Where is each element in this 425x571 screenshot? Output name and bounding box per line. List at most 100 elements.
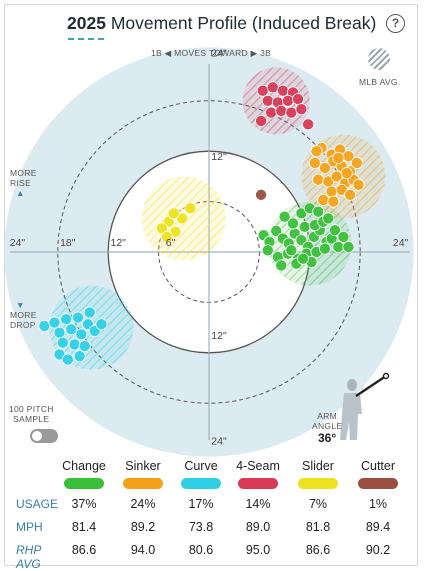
tick-label-left-24: 24" xyxy=(10,237,26,249)
point-curve xyxy=(48,316,61,329)
point-4-seam xyxy=(281,94,294,107)
direction-3b: 3B xyxy=(260,48,272,58)
arm-angle-line2: ANGLE xyxy=(312,421,343,431)
point-slider xyxy=(184,202,197,215)
row-label-0: USAGE xyxy=(16,497,59,511)
more-rise-line2: RISE xyxy=(10,178,32,188)
point-change xyxy=(285,244,298,257)
point-curve xyxy=(56,336,69,349)
cell-2-1: 94.0 xyxy=(130,543,156,557)
more-drop-line2: DROP xyxy=(10,320,36,330)
cell-0-2: 17% xyxy=(188,497,214,511)
tick-label-right-24: 24" xyxy=(393,237,409,249)
point-change xyxy=(312,205,325,218)
point-sinker xyxy=(327,195,340,208)
point-curve xyxy=(61,353,74,366)
point-change xyxy=(332,240,345,253)
tick-label-top-12: 12" xyxy=(211,151,227,163)
point-curve xyxy=(78,340,91,353)
point-curve xyxy=(65,323,78,336)
point-change xyxy=(328,224,341,237)
point-curve xyxy=(75,328,88,341)
pitch-color-pill-sinker xyxy=(123,478,163,489)
sample-toggle[interactable] xyxy=(30,429,58,443)
point-4-seam xyxy=(265,106,278,119)
cell-1-1: 89.2 xyxy=(130,520,156,534)
cell-0-4: 7% xyxy=(308,497,328,511)
point-4-seam xyxy=(295,103,308,116)
point-sinker xyxy=(352,178,365,191)
point-curve xyxy=(73,350,86,363)
pitch-color-pill-change xyxy=(64,478,104,489)
cell-0-0: 37% xyxy=(71,497,97,511)
arm-angle-value: 36° xyxy=(318,431,337,445)
tick-label-bottom-24: 24" xyxy=(211,436,227,448)
point-curve xyxy=(68,338,81,351)
point-change xyxy=(342,240,355,253)
point-sinker xyxy=(350,156,363,169)
arm-angle-label: ARM ANGLE xyxy=(312,411,342,431)
point-4-seam xyxy=(302,118,315,131)
point-4-seam xyxy=(255,114,268,127)
point-change xyxy=(318,242,331,255)
arm-angle-line1: ARM xyxy=(317,411,338,421)
mlb-avg-legend-label: MLB AVG. xyxy=(359,77,401,87)
point-change xyxy=(297,252,310,265)
cell-2-5: 90.2 xyxy=(365,543,391,557)
point-4-seam xyxy=(256,84,269,97)
cell-1-2: 73.8 xyxy=(188,520,214,534)
point-sinker xyxy=(325,185,338,198)
point-4-seam xyxy=(276,84,289,97)
point-4-seam xyxy=(292,93,305,106)
cell-0-1: 24% xyxy=(130,497,156,511)
toggle-knob xyxy=(32,431,42,441)
cell-2-3: 95.0 xyxy=(245,543,271,557)
row-label-1: MPH xyxy=(16,520,43,534)
pitch-header-cutter: Cutter xyxy=(360,459,396,473)
point-change xyxy=(298,220,311,233)
direction-1b: 1B xyxy=(151,48,162,58)
point-sinker xyxy=(344,188,357,201)
sample-label: 100 PITCH SAMPLE xyxy=(9,404,54,424)
sample-line1: 100 PITCH xyxy=(9,404,54,414)
cell-0-3: 14% xyxy=(245,497,271,511)
tick-label-left-18: 18" xyxy=(60,237,76,249)
point-change xyxy=(286,217,299,230)
arm-angle-dot xyxy=(382,372,390,380)
point-curve xyxy=(60,313,73,326)
point-change xyxy=(261,244,274,257)
cell-1-0: 81.4 xyxy=(71,520,97,534)
up-arrow-icon: ▲ xyxy=(16,188,25,198)
point-4-seam xyxy=(261,94,274,107)
cell-1-5: 89.4 xyxy=(365,520,391,534)
pitch-header-curve: Curve xyxy=(184,459,218,473)
mlb-avg-legend-icon xyxy=(368,48,390,70)
more-drop-label: ▼ MORE DROP xyxy=(10,300,37,330)
tick-label-bottom-12: 12" xyxy=(211,330,227,342)
pitch-color-pill-4-seam xyxy=(238,478,278,489)
point-curve xyxy=(71,311,84,324)
cell-1-4: 81.8 xyxy=(305,520,331,534)
point-sinker xyxy=(308,156,321,169)
cell-1-3: 89.0 xyxy=(245,520,271,534)
point-change xyxy=(337,230,350,243)
help-button[interactable]: ? xyxy=(386,14,405,33)
cell-0-5: 1% xyxy=(368,497,388,511)
point-curve xyxy=(83,306,96,319)
point-sinker xyxy=(332,151,345,164)
more-rise-label: MORE RISE ▲ xyxy=(10,168,37,198)
point-sinker xyxy=(310,145,323,158)
point-sinker xyxy=(317,193,330,206)
direction-label: 1B ◀ MOVES TOWARD ▶ 3B xyxy=(151,48,272,58)
direction-middle: MOVES TOWARD xyxy=(174,48,248,58)
pitch-color-pill-slider xyxy=(298,478,338,489)
pitch-header-change: Change xyxy=(62,459,106,473)
tick-label-left-6: 6" xyxy=(166,237,176,249)
point-slider xyxy=(167,207,180,220)
pitch-header-sinker: Sinker xyxy=(125,459,161,473)
title-underline xyxy=(68,38,104,40)
tick-label-top-24: 24" xyxy=(211,47,227,59)
pitch-color-pill-cutter xyxy=(358,478,398,489)
point-sinker xyxy=(340,167,353,180)
point-change xyxy=(275,259,288,272)
